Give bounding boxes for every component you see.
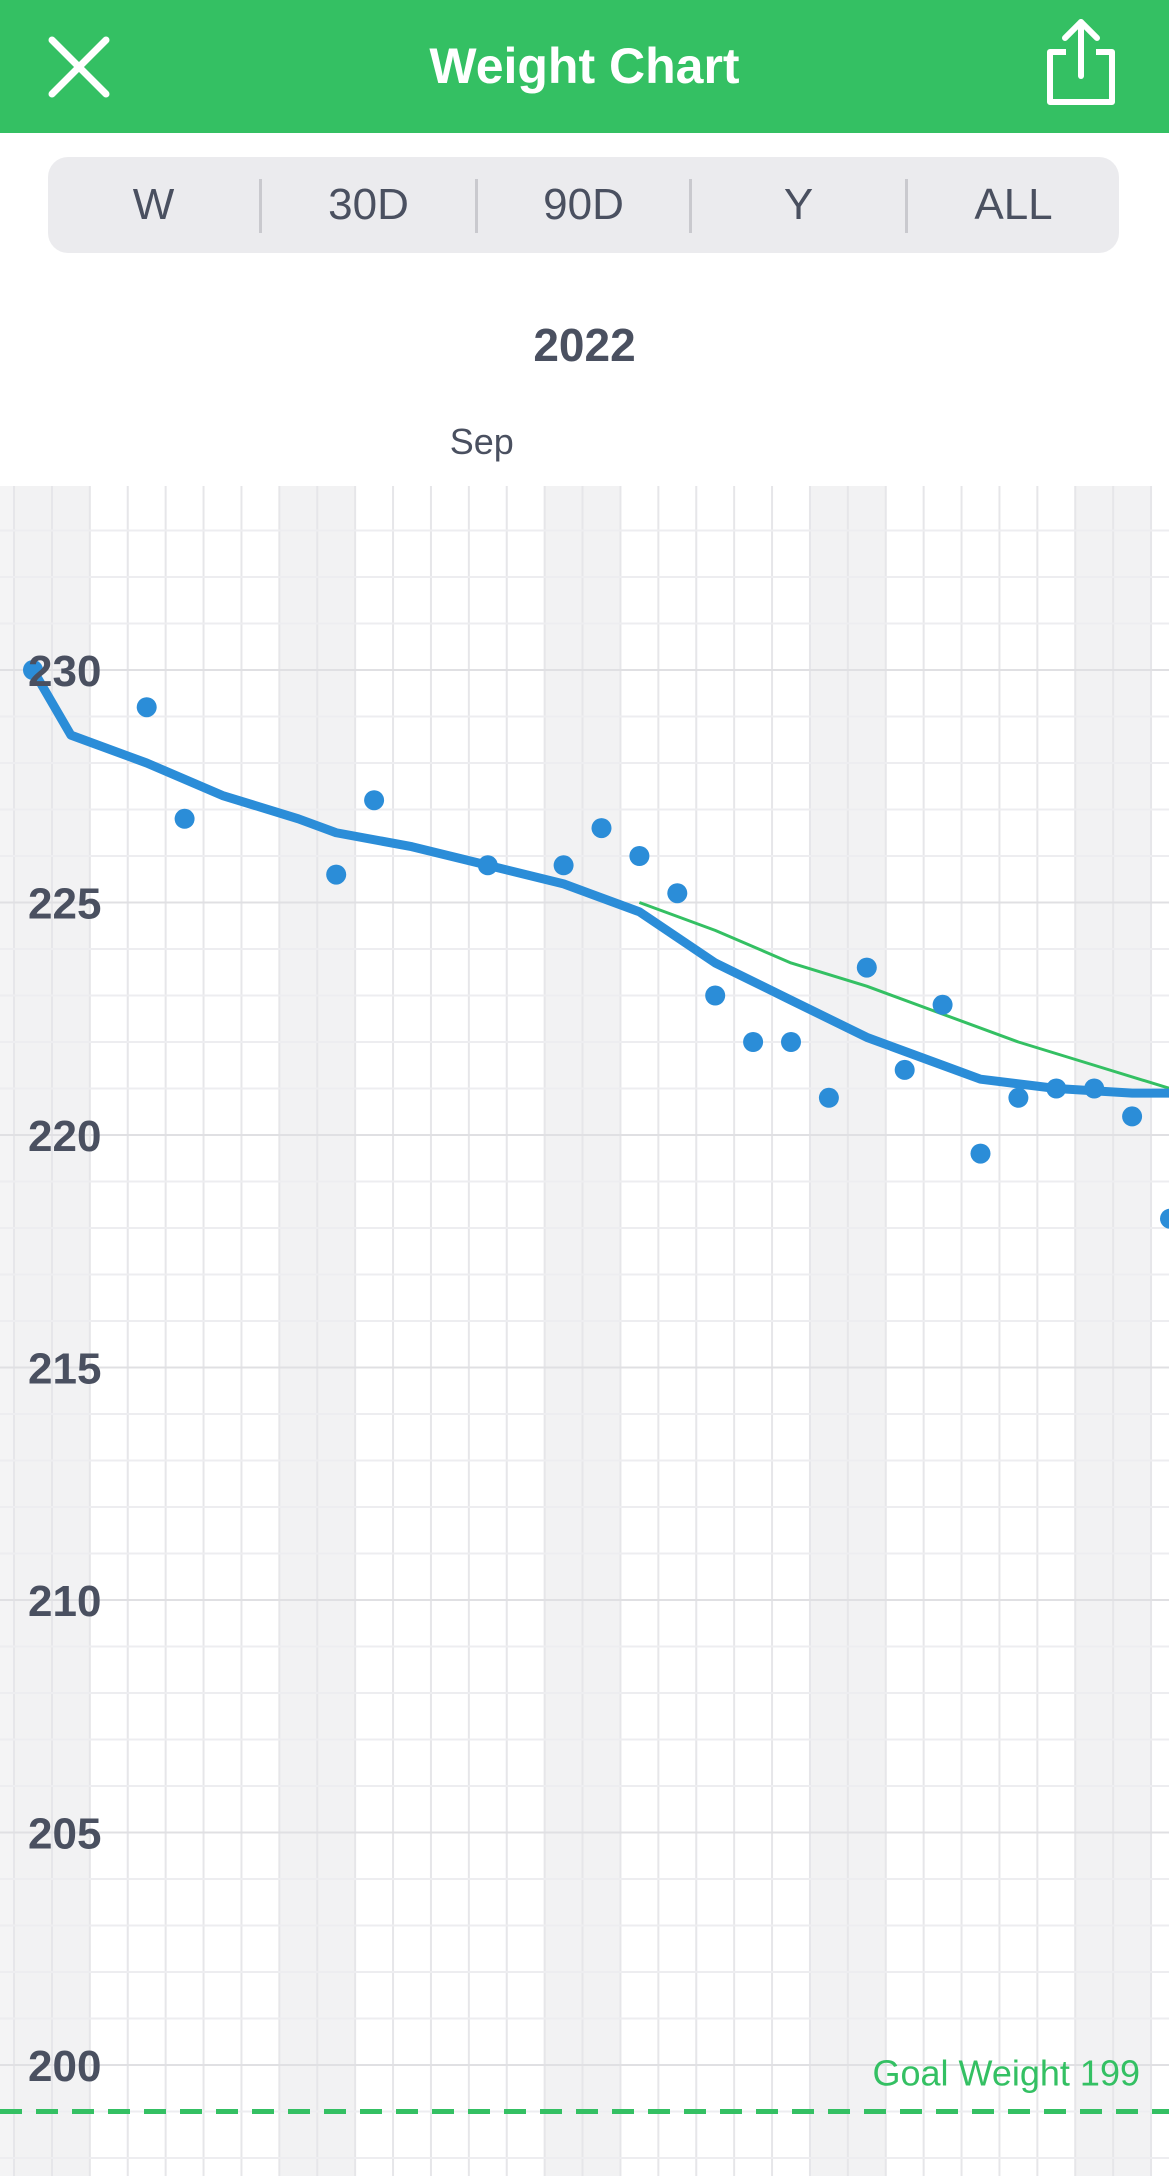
y-tick-label: 205: [28, 1810, 101, 1859]
weight-point: [591, 818, 612, 839]
weight-point: [743, 1032, 764, 1052]
close-button[interactable]: [42, 30, 116, 104]
y-axis-strip: [0, 486, 14, 2176]
segment-divider: [689, 179, 692, 233]
y-tick-label: 215: [28, 1345, 101, 1394]
weight-point: [174, 808, 195, 829]
month-label: Sep: [450, 421, 514, 462]
weight-point: [364, 790, 385, 811]
y-tick-label: 210: [28, 1577, 101, 1626]
weight-point: [1122, 1106, 1143, 1127]
weight-point: [629, 846, 650, 866]
range-option-30d[interactable]: 30D: [328, 180, 409, 229]
range-option-year[interactable]: Y: [783, 180, 814, 229]
goal-weight-label: Goal Weight 199: [872, 2053, 1140, 2094]
y-tick-label: 220: [28, 1112, 101, 1161]
segment-divider: [905, 179, 908, 233]
range-option-90d[interactable]: 90D: [543, 180, 624, 229]
weight-point: [667, 883, 688, 904]
weight-point: [1084, 1078, 1105, 1099]
share-button[interactable]: [1038, 16, 1124, 108]
range-selector: W 30D 90D Y ALL: [48, 157, 1119, 253]
weight-point: [1160, 1208, 1169, 1229]
y-tick-label: 230: [28, 647, 101, 696]
y-tick-label: 200: [28, 2042, 101, 2091]
trend-line: [28, 665, 1169, 1098]
weight-point: [932, 994, 953, 1015]
weight-point: [1046, 1078, 1067, 1099]
range-option-week[interactable]: W: [132, 180, 175, 229]
close-icon: [48, 36, 110, 98]
segment-divider: [259, 179, 262, 233]
y-tick-label: 225: [28, 880, 101, 929]
year-label: 2022: [533, 319, 636, 371]
weight-point: [23, 660, 43, 680]
weight-point: [477, 855, 498, 876]
weight-point: [970, 1143, 991, 1164]
range-option-all[interactable]: ALL: [974, 180, 1053, 229]
weight-point: [705, 985, 726, 1006]
weight-chart[interactable]: SepOctGoal Weight 1992002052102152202252…: [0, 420, 1169, 2176]
weight-point: [818, 1087, 839, 1108]
segment-divider: [475, 179, 478, 233]
header-bar: Weight Chart: [0, 0, 1169, 133]
weight-point: [894, 1059, 915, 1080]
weight-point: [553, 855, 574, 876]
weight-point: [1008, 1087, 1029, 1108]
share-icon: [1047, 19, 1115, 105]
weight-point: [781, 1032, 801, 1052]
weight-point: [326, 864, 347, 885]
weight-point: [136, 697, 157, 718]
weight-point: [856, 957, 877, 978]
page-title: Weight Chart: [429, 38, 740, 94]
